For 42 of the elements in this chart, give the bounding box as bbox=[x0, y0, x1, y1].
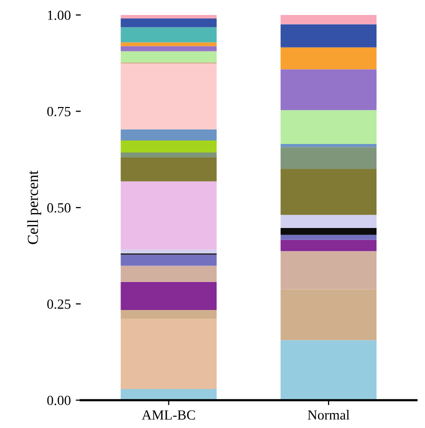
bar bbox=[120, 27, 217, 42]
y-tick-label: 0.00 bbox=[47, 396, 70, 406]
bar bbox=[280, 228, 377, 235]
bar bbox=[120, 18, 217, 28]
bar bbox=[280, 340, 377, 400]
bar bbox=[280, 47, 377, 70]
bar bbox=[120, 129, 217, 141]
bar bbox=[280, 169, 377, 215]
bar bbox=[280, 251, 377, 290]
bar bbox=[120, 46, 217, 52]
bar bbox=[280, 214, 377, 228]
y-tick-label: 0.75 bbox=[47, 106, 70, 116]
bar bbox=[280, 234, 377, 240]
bar bbox=[280, 144, 377, 148]
bar bbox=[120, 140, 217, 152]
y-tick-label: 0.25 bbox=[47, 299, 70, 309]
y-axis-title: Cell percent bbox=[27, 170, 42, 244]
bar bbox=[120, 14, 217, 18]
bar bbox=[280, 14, 377, 24]
bar bbox=[280, 24, 377, 48]
bar bbox=[120, 51, 217, 62]
bar bbox=[120, 318, 217, 390]
bar bbox=[120, 250, 217, 254]
bar bbox=[120, 282, 217, 310]
bar bbox=[120, 266, 217, 282]
bar bbox=[120, 158, 217, 182]
bar bbox=[280, 240, 377, 252]
bar bbox=[280, 147, 377, 170]
x-tick-label: AML-BC bbox=[142, 410, 195, 420]
bar bbox=[280, 110, 377, 144]
bar bbox=[120, 42, 217, 46]
bar bbox=[280, 69, 377, 110]
y-tick-label: 0.50 bbox=[47, 203, 70, 213]
bar bbox=[120, 310, 217, 319]
bar bbox=[120, 152, 217, 158]
bar bbox=[120, 64, 217, 130]
bar bbox=[120, 254, 217, 266]
y-tick-label: 1.00 bbox=[48, 10, 70, 20]
x-tick-label: Normal bbox=[308, 410, 350, 420]
bar bbox=[280, 289, 377, 340]
bar bbox=[120, 181, 217, 250]
bar bbox=[120, 389, 217, 400]
